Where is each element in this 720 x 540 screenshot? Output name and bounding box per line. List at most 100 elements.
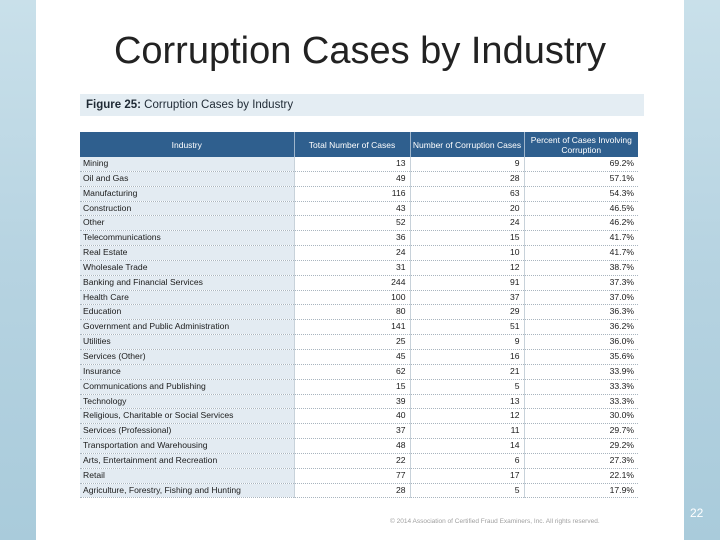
cell-industry: Mining	[80, 157, 294, 172]
cell-percent: 38.7%	[523, 260, 638, 276]
cell-total-cases: 52	[293, 215, 410, 232]
table-row: Retail 77 17 22.1%	[80, 468, 638, 484]
cell-percent: 46.5%	[523, 201, 638, 217]
cell-corruption-cases: 5	[409, 483, 524, 499]
cell-percent: 22.1%	[523, 468, 638, 484]
cell-total-cases: 40	[293, 408, 410, 425]
cell-industry: Oil and Gas	[80, 171, 294, 187]
cell-total-cases: 28	[293, 483, 410, 499]
cell-corruption-cases: 91	[409, 275, 524, 291]
cell-total-cases: 77	[293, 468, 410, 484]
header-total-cases: Total Number of Cases	[294, 132, 411, 157]
cell-corruption-cases: 20	[409, 201, 524, 217]
table-row: Government and Public Administration 141 5…	[80, 319, 638, 336]
cell-industry: Communications and Publishing	[80, 379, 294, 395]
cell-total-cases: 15	[293, 379, 410, 395]
cell-total-cases: 45	[293, 349, 410, 365]
cell-corruption-cases: 16	[409, 349, 524, 365]
cell-total-cases: 31	[293, 260, 410, 276]
cell-industry: Manufacturing	[80, 186, 294, 202]
cell-corruption-cases: 12	[409, 260, 524, 276]
table-row: Religious, Charitable or Social Services…	[80, 408, 638, 425]
figure-title: Figure 25: Corruption Cases by Industry	[86, 96, 293, 114]
cell-corruption-cases: 29	[409, 304, 524, 321]
cell-industry: Technology	[80, 394, 294, 410]
table-row: Arts, Entertainment and Recreation 22 6 27.…	[80, 453, 638, 469]
cell-total-cases: 116	[293, 186, 410, 202]
table-row: Real Estate 24 10 41.7%	[80, 245, 638, 261]
table-row: Oil and Gas 49 28 57.1%	[80, 171, 638, 187]
cell-total-cases: 244	[293, 275, 410, 291]
table-row: Agriculture, Forestry, Fishing and Hunti…	[80, 483, 638, 499]
slide-title: Corruption Cases by Industry	[113, 30, 607, 72]
cell-industry: Telecommunications	[80, 230, 294, 247]
header-corruption-cases: Number of Corruption Cases	[410, 132, 525, 157]
cell-percent: 33.3%	[523, 379, 638, 395]
cell-corruption-cases: 21	[409, 364, 524, 380]
cell-industry: Agriculture, Forestry, Fishing and Hunti…	[80, 483, 294, 499]
cell-industry: Services (Other)	[80, 349, 294, 365]
cell-percent: 36.3%	[523, 304, 638, 321]
cell-percent: 17.9%	[523, 483, 638, 499]
cell-industry: Health Care	[80, 290, 294, 306]
cell-percent: 41.7%	[523, 245, 638, 261]
cell-percent: 69.2%	[523, 157, 638, 172]
cell-total-cases: 43	[293, 201, 410, 217]
table-row: Telecommunications 36 15 41.7%	[80, 230, 638, 247]
cell-percent: 36.0%	[523, 334, 638, 350]
cell-percent: 30.0%	[523, 408, 638, 425]
cell-industry: Education	[80, 304, 294, 321]
table-row: Education 80 29 36.3%	[80, 304, 638, 321]
table-row: Construction 43 20 46.5%	[80, 201, 638, 217]
figure-caption: Corruption Cases by Industry	[144, 99, 294, 111]
cell-total-cases: 13	[293, 157, 410, 172]
table-row: Manufacturing 116 63 54.3%	[80, 186, 638, 202]
table-row: Banking and Financial Services 244 91 37.3%	[80, 275, 638, 291]
table-row: Wholesale Trade 31 12 38.7%	[80, 260, 638, 276]
cell-industry: Other	[80, 215, 294, 232]
figure-label: Figure 25:	[86, 99, 141, 111]
cell-corruption-cases: 15	[409, 230, 524, 247]
left-decor-bar	[0, 0, 36, 540]
cell-total-cases: 25	[293, 334, 410, 350]
cell-industry: Transportation and Warehousing	[80, 438, 294, 454]
cell-industry: Wholesale Trade	[80, 260, 294, 276]
cell-percent: 33.9%	[523, 364, 638, 380]
header-percent-corruption: Percent of Cases Involving Corruption	[524, 132, 638, 157]
cell-industry: Construction	[80, 201, 294, 217]
table-row: Communications and Publishing 15 5 33.3%	[80, 379, 638, 395]
cell-industry: Retail	[80, 468, 294, 484]
cell-percent: 41.7%	[523, 230, 638, 247]
table-row: Technology 39 13 33.3%	[80, 394, 638, 410]
corruption-table: Industry Total Number of Cases Number of…	[80, 132, 638, 499]
cell-total-cases: 48	[293, 438, 410, 454]
cell-total-cases: 36	[293, 230, 410, 247]
table-row: Mining 13 9 69.2%	[80, 157, 638, 172]
cell-corruption-cases: 51	[409, 319, 524, 336]
cell-total-cases: 100	[293, 290, 410, 306]
cell-industry: Banking and Financial Services	[80, 275, 294, 291]
table-header-row: Industry Total Number of Cases Number of…	[80, 132, 638, 157]
cell-corruption-cases: 9	[409, 334, 524, 350]
cell-percent: 35.6%	[523, 349, 638, 365]
cell-corruption-cases: 14	[409, 438, 524, 454]
copyright-footer: © 2014 Association of Certified Fraud Ex…	[390, 518, 600, 525]
cell-industry: Utilities	[80, 334, 294, 350]
cell-corruption-cases: 11	[409, 423, 524, 440]
cell-corruption-cases: 63	[409, 186, 524, 202]
table-row: Transportation and Warehousing 48 14 29.2%	[80, 438, 638, 454]
cell-total-cases: 37	[293, 423, 410, 440]
cell-industry: Insurance	[80, 364, 294, 380]
cell-percent: 37.3%	[523, 275, 638, 291]
table-row: Health Care 100 37 37.0%	[80, 290, 638, 306]
cell-percent: 54.3%	[523, 186, 638, 202]
cell-percent: 46.2%	[523, 215, 638, 232]
table-row: Services (Professional) 37 11 29.7%	[80, 423, 638, 440]
table-row: Utilities 25 9 36.0%	[80, 334, 638, 350]
cell-percent: 36.2%	[523, 319, 638, 336]
cell-percent: 27.3%	[523, 453, 638, 469]
cell-total-cases: 49	[293, 171, 410, 187]
cell-percent: 29.7%	[523, 423, 638, 440]
table-row: Other 52 24 46.2%	[80, 215, 638, 232]
cell-corruption-cases: 28	[409, 171, 524, 187]
